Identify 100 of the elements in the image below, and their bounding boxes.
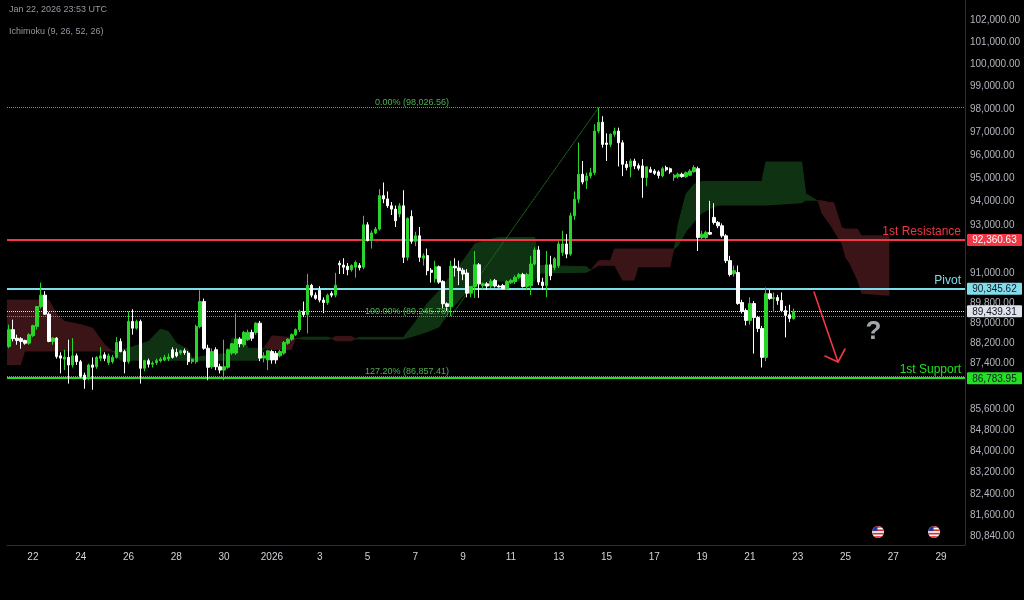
candlestick [629, 158, 632, 178]
candlestick [250, 329, 254, 342]
y-tick-label: 81,600.00 [970, 509, 1015, 521]
y-tick-label: 85,600.00 [970, 403, 1015, 415]
x-tick-label: 28 [170, 550, 183, 562]
candlestick [7, 324, 11, 349]
x-tick-label: 24 [75, 550, 87, 562]
candlestick [688, 168, 692, 177]
candlestick [513, 274, 517, 285]
candlestick [537, 245, 540, 286]
y-tick-label: 96,000.00 [970, 148, 1015, 160]
candlestick [151, 360, 154, 369]
candlestick [354, 260, 357, 279]
candlestick [91, 356, 94, 391]
candlestick [521, 272, 525, 289]
y-tick-label: 84,000.00 [970, 445, 1015, 457]
candlestick [692, 164, 696, 174]
candlestick [370, 230, 373, 250]
candlestick [684, 171, 688, 179]
candlestick [366, 221, 369, 242]
candlestick [214, 346, 218, 371]
candlestick [258, 320, 262, 362]
candlestick [465, 268, 469, 298]
candlestick [135, 319, 138, 331]
candlestick [473, 250, 477, 299]
candlestick [159, 356, 162, 363]
candlestick [302, 301, 305, 318]
ref-line-label: Pivot [934, 272, 962, 287]
candlestick [505, 279, 509, 291]
candlestick [406, 216, 409, 262]
y-tick-label: 91,000.00 [970, 267, 1015, 279]
candlestick [23, 339, 27, 346]
x-tick-label: 3 [316, 550, 323, 562]
x-tick-label: 9 [460, 550, 467, 562]
candlestick [700, 230, 704, 240]
ref-line-label: 127.20% (86,857.41) [364, 365, 449, 376]
candlestick [481, 282, 485, 290]
candlestick [669, 167, 672, 175]
x-tick-label: 13 [553, 550, 565, 562]
y-tick-label: 87,400.00 [970, 356, 1015, 368]
candlestick [163, 354, 166, 362]
candlestick [485, 281, 489, 291]
candlestick [665, 165, 668, 172]
candlestick [585, 172, 588, 190]
candlestick [210, 348, 214, 370]
x-tick-label: 25 [839, 550, 852, 562]
candlestick [270, 349, 274, 365]
ref-line-label: 1st Support [899, 362, 962, 377]
y-tick-label: 102,000.00 [970, 14, 1021, 25]
y-tick-label: 99,000.00 [970, 80, 1015, 92]
x-tick-label: 15 [600, 550, 613, 562]
candlestick [187, 350, 190, 366]
x-tick-label: 23 [792, 550, 804, 562]
candlestick [175, 348, 178, 358]
candlestick [549, 255, 552, 281]
candlestick [661, 166, 664, 178]
candlestick [127, 310, 130, 365]
candlestick [310, 283, 313, 298]
ref-line-label: 100.00% (89,245.78) [364, 305, 449, 316]
candlestick [155, 358, 158, 366]
y-tick-label: 100,000.00 [970, 57, 1021, 69]
x-tick-label: 27 [887, 550, 900, 562]
y-tick-label: 82,400.00 [970, 487, 1015, 499]
candlestick [768, 289, 772, 301]
candlestick [11, 319, 15, 342]
annotation: Jan 22, 2026 23:53 UTC [9, 3, 108, 14]
candlestick [581, 160, 584, 185]
candlestick [282, 340, 286, 356]
y-tick-label: 101,000.00 [970, 35, 1021, 47]
candlestick [792, 307, 795, 321]
ref-line-label: 0.00% (98,026.56) [374, 97, 449, 108]
candlestick [326, 293, 329, 306]
x-tick-label: 22 [27, 550, 39, 562]
candlestick [242, 330, 246, 348]
y-tick-label: 98,000.00 [970, 102, 1015, 114]
candlestick [489, 278, 493, 289]
annotation: 89,439.31 [972, 305, 1018, 317]
candlestick [477, 262, 481, 299]
candlestick [565, 233, 568, 259]
candlestick [708, 200, 712, 236]
candlestick [732, 265, 736, 277]
candlestick [633, 158, 636, 170]
x-tick-label: 21 [744, 550, 756, 562]
candlestick [402, 189, 405, 264]
x-tick-label: 2026 [260, 550, 284, 562]
candlestick [338, 260, 341, 275]
annotation: 90,345.62 [972, 283, 1018, 295]
candlestick [171, 346, 174, 360]
candlestick [410, 209, 413, 245]
candlestick [422, 252, 425, 267]
candlestick [772, 291, 775, 313]
candlestick [103, 351, 106, 362]
candlestick [306, 273, 309, 334]
candlestick [19, 336, 23, 350]
candlestick [653, 168, 656, 176]
candlestick [358, 262, 361, 271]
candlestick [274, 350, 278, 365]
annotation: ? [865, 315, 882, 346]
candlestick [680, 172, 684, 179]
candlestick [382, 181, 385, 204]
